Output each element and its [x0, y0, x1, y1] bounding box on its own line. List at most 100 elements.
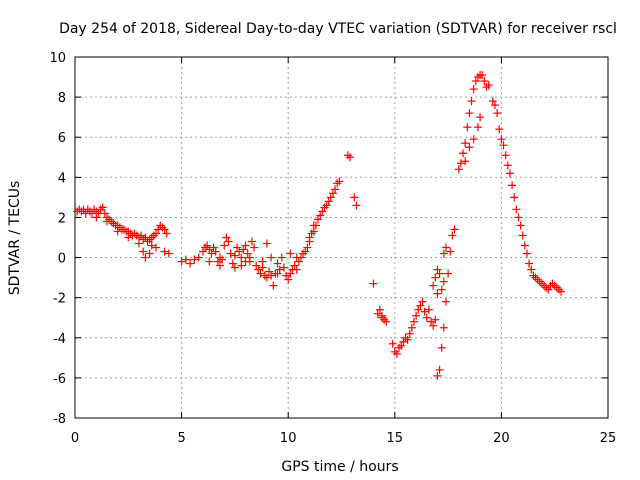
chart-title: Day 254 of 2018, Sidereal Day-to-day VTE… [59, 21, 617, 37]
data-point [461, 157, 470, 166]
data-point [247, 237, 256, 246]
data-point [218, 255, 227, 264]
data-point [303, 243, 312, 252]
data-point [554, 285, 563, 294]
data-point [279, 263, 288, 272]
data-point [265, 267, 274, 276]
data-point [77, 207, 86, 216]
data-point [433, 371, 442, 380]
data-point [333, 179, 342, 188]
data-point [96, 205, 105, 214]
data-point [120, 225, 129, 234]
data-point [459, 149, 468, 158]
data-point [201, 243, 210, 252]
data-point [380, 315, 389, 324]
x-tick-label: 20 [493, 431, 510, 446]
data-point [471, 77, 480, 86]
x-axis-label: GPS time / hours [281, 459, 398, 475]
data-point [194, 253, 203, 262]
data-point [100, 209, 109, 218]
data-point [412, 311, 421, 320]
data-point [350, 193, 359, 202]
data-point [290, 261, 299, 270]
data-point [134, 239, 143, 248]
data-point [124, 233, 133, 242]
data-point [254, 265, 263, 274]
data-point [418, 297, 427, 306]
data-point [322, 201, 331, 210]
data-point [160, 225, 169, 234]
data-point [273, 259, 282, 268]
data-point [145, 235, 154, 244]
y-tick-label: -8 [53, 412, 66, 427]
data-point [392, 349, 401, 358]
data-point [548, 279, 557, 288]
data-point [469, 85, 478, 94]
data-point [516, 221, 525, 230]
data-point [331, 185, 340, 194]
data-point [499, 141, 508, 150]
data-point [429, 321, 438, 330]
data-point [102, 217, 111, 226]
data-point [113, 227, 122, 236]
data-point [294, 257, 303, 266]
x-tick-label: 25 [600, 431, 617, 446]
data-point [537, 279, 546, 288]
data-point [439, 323, 448, 332]
data-point [478, 71, 487, 80]
data-point [397, 341, 406, 350]
data-point [181, 255, 190, 264]
data-point [149, 231, 158, 240]
data-point [262, 273, 271, 282]
data-point [522, 249, 531, 258]
data-point [335, 177, 344, 186]
data-point [450, 225, 459, 234]
data-point [164, 249, 173, 258]
data-point [373, 309, 382, 318]
data-point [318, 207, 327, 216]
data-point [497, 135, 506, 144]
data-point [203, 241, 212, 250]
y-tick-label: -2 [53, 292, 66, 307]
data-point [186, 259, 195, 268]
data-point [473, 73, 482, 82]
data-point [467, 97, 476, 106]
y-tick-label: 6 [58, 131, 66, 146]
data-point [230, 251, 239, 260]
data-point [352, 201, 361, 210]
data-point [213, 257, 222, 266]
data-point [501, 151, 510, 160]
data-point [518, 231, 527, 240]
data-point [226, 249, 235, 258]
data-point [454, 165, 463, 174]
x-tick-label: 10 [280, 431, 297, 446]
data-point [258, 257, 267, 266]
y-tick-label: -4 [53, 332, 66, 347]
data-point [437, 285, 446, 294]
data-point [531, 273, 540, 282]
data-point [211, 247, 220, 256]
data-point [158, 223, 167, 232]
data-point [220, 241, 229, 250]
data-point [427, 317, 436, 326]
data-point [465, 109, 474, 118]
data-point [205, 245, 214, 254]
data-point [343, 151, 352, 160]
data-point [190, 255, 199, 264]
data-point [535, 277, 544, 286]
data-point [542, 283, 551, 292]
data-point [346, 153, 355, 162]
data-point [269, 281, 278, 290]
data-point [431, 273, 440, 282]
data-point [250, 243, 259, 252]
data-point [505, 169, 514, 178]
data-point [241, 257, 250, 266]
data-point [416, 301, 425, 310]
data-point [525, 259, 534, 268]
data-point [267, 253, 276, 262]
data-point [422, 313, 431, 322]
data-point [160, 247, 169, 256]
data-point [482, 83, 491, 92]
data-point [557, 287, 566, 296]
